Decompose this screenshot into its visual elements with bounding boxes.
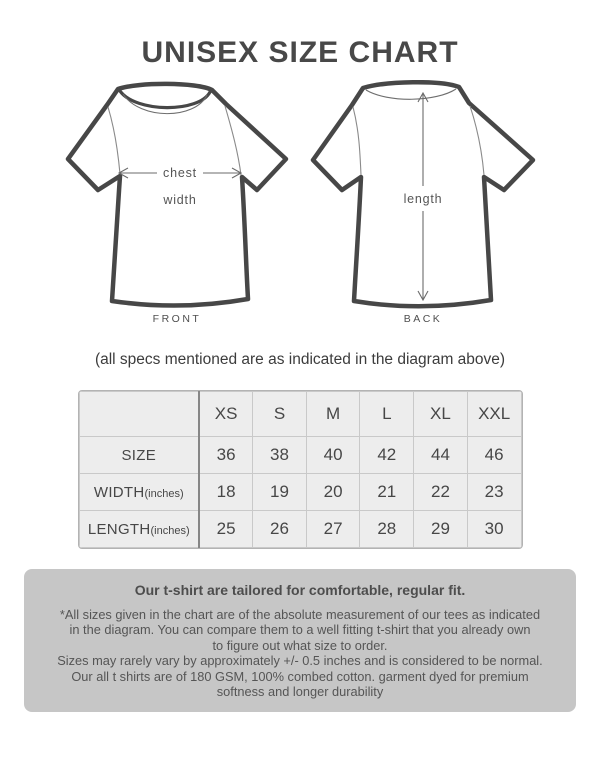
- back-shirt-diagram: length: [310, 80, 535, 309]
- col-header-xs: XS: [198, 391, 254, 437]
- front-right-sleeve-seam: [223, 105, 242, 176]
- col-header-l: L: [359, 391, 415, 437]
- back-collar-seam: [365, 88, 456, 100]
- footer-line: to figure out what size to order.: [212, 637, 388, 653]
- cell-width-xxl: 23: [466, 473, 522, 511]
- front-shirt-block: chest width FRONT: [55, 80, 299, 325]
- row-label-size: SIZE: [78, 436, 200, 474]
- cell-width-s: 19: [252, 473, 307, 511]
- cell-size-xs: 36: [198, 436, 254, 474]
- footer-line: Our all t shirts are of 180 GSM, 100% co…: [71, 668, 529, 684]
- footer-line: in the diagram. You can compare them to …: [69, 622, 531, 638]
- row-label-width: WIDTH(inches): [78, 473, 200, 511]
- front-left-sleeve-seam: [106, 106, 121, 175]
- footer-line: Sizes may rarely vary by approximately +…: [57, 653, 543, 669]
- table-row-length: LENGTH(inches) 25 26 27 28 29 30: [78, 510, 522, 548]
- row-label-suffix: (inches): [144, 487, 184, 500]
- footer-lines: *All sizes given in the chart are of the…: [32, 607, 568, 699]
- cell-length-s: 26: [252, 510, 307, 548]
- length-arrow: [417, 91, 428, 302]
- cell-width-m: 20: [305, 473, 361, 511]
- cell-length-xl: 29: [413, 510, 468, 548]
- col-header-m: M: [305, 391, 361, 437]
- table-header-row: XS S M L XL XXL: [78, 391, 522, 437]
- row-label-text: WIDTH: [93, 483, 145, 501]
- back-label: BACK: [403, 313, 443, 325]
- cell-length-xs: 25: [198, 510, 254, 548]
- table-row-size: SIZE 36 38 40 42 44 46: [78, 436, 522, 474]
- chest-measure-label: chest: [163, 166, 197, 180]
- back-right-sleeve-seam: [468, 105, 485, 176]
- shirt-diagrams: chest width FRONT length BACK: [0, 80, 600, 325]
- cell-length-l: 28: [359, 510, 415, 548]
- cell-size-l: 42: [359, 436, 415, 474]
- footer-line: softness and longer durability: [216, 684, 384, 700]
- col-header-xl: XL: [413, 391, 468, 437]
- row-label-suffix: (inches): [150, 524, 190, 537]
- front-shirt-outline: [65, 81, 288, 308]
- footer-line: *All sizes given in the chart are of the…: [59, 607, 541, 622]
- size-table-wrap: XS S M L XL XXL SIZE 36 38 40 42 44 46: [77, 390, 523, 549]
- cell-size-xxl: 46: [466, 436, 522, 474]
- length-measure-label: length: [403, 192, 442, 206]
- chest-width-arrow: [117, 167, 242, 179]
- cell-width-xl: 22: [413, 473, 468, 511]
- cell-size-s: 38: [252, 436, 307, 474]
- table-corner-cell: [78, 391, 200, 437]
- footer-title: Our t-shirt are tailored for comfortable…: [134, 582, 466, 598]
- size-table: XS S M L XL XXL SIZE 36 38 40 42 44 46: [78, 391, 522, 548]
- diagram-caption: (all specs mentioned are as indicated in…: [94, 351, 506, 368]
- col-header-xxl: XXL: [466, 391, 522, 437]
- row-label-text: SIZE: [121, 446, 157, 464]
- back-left-sleeve-seam: [351, 106, 362, 176]
- back-shirt-block: length BACK: [301, 80, 545, 325]
- cell-size-xl: 44: [413, 436, 468, 474]
- cell-length-xxl: 30: [466, 510, 522, 548]
- front-label: FRONT: [152, 313, 202, 325]
- row-label-text: LENGTH: [87, 520, 151, 538]
- width-measure-label: width: [162, 193, 196, 207]
- footer-note-box: Our t-shirt are tailored for comfortable…: [24, 569, 576, 713]
- table-row-width: WIDTH(inches) 18 19 20 21 22 23: [78, 473, 522, 511]
- row-label-length: LENGTH(inches): [78, 510, 200, 548]
- cell-length-m: 27: [305, 510, 361, 548]
- size-chart-page: UNISEX SIZE CHART chest width FRONT: [0, 36, 600, 781]
- front-shirt-diagram: chest width: [65, 81, 288, 308]
- cell-width-xs: 18: [198, 473, 254, 511]
- front-collar-seam: [122, 93, 207, 115]
- back-shirt-outline: [310, 80, 535, 309]
- cell-size-m: 40: [305, 436, 361, 474]
- page-title: UNISEX SIZE CHART: [141, 36, 459, 69]
- col-header-s: S: [252, 391, 307, 437]
- cell-width-l: 21: [359, 473, 415, 511]
